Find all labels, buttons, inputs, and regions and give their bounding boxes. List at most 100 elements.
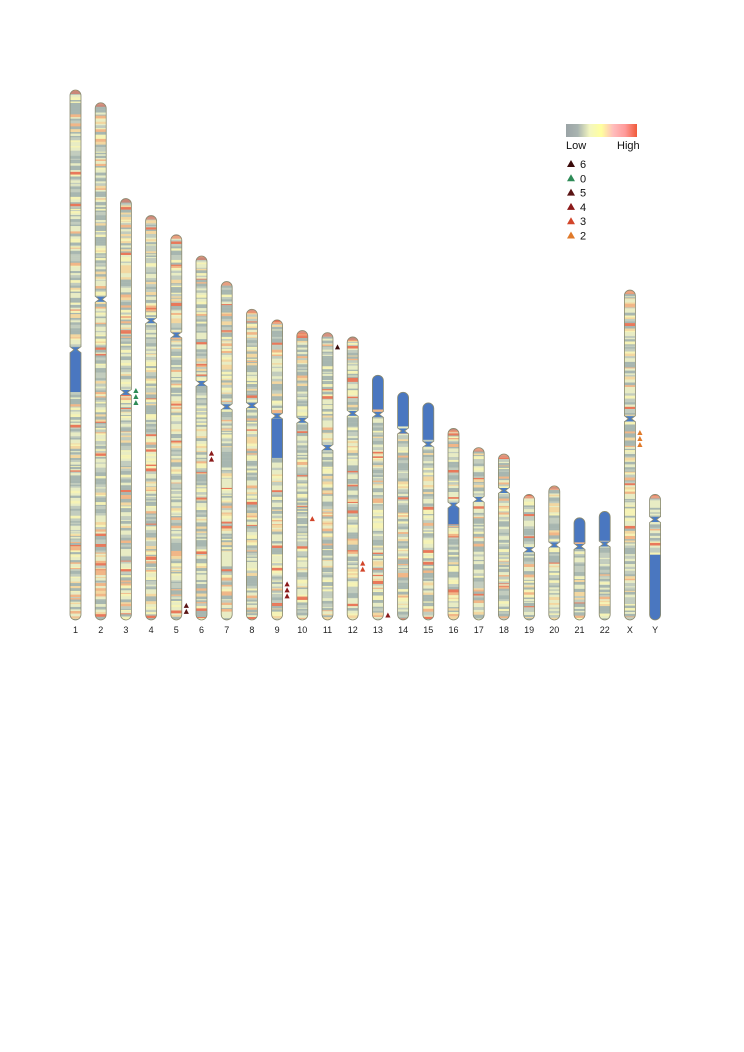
density-band — [70, 293, 81, 297]
density-band — [372, 547, 384, 551]
density-band — [221, 602, 233, 606]
density-band — [422, 579, 434, 582]
density-band — [145, 412, 157, 415]
density-band — [624, 431, 636, 434]
density-band — [196, 429, 207, 432]
density-band — [498, 457, 510, 460]
density-band — [221, 427, 233, 429]
chromosome-label: 7 — [224, 625, 229, 635]
density-band — [170, 439, 182, 441]
density-band — [95, 513, 107, 516]
density-band — [397, 510, 409, 513]
density-band — [145, 417, 157, 419]
density-band — [347, 527, 359, 531]
density-band — [95, 427, 107, 430]
density-band — [473, 459, 485, 462]
density-band — [120, 270, 132, 273]
centromere — [170, 332, 182, 338]
density-band — [624, 499, 636, 502]
density-band — [548, 600, 560, 604]
density-band — [120, 485, 132, 488]
density-band — [170, 502, 182, 504]
density-band — [170, 345, 182, 347]
density-band — [120, 560, 132, 562]
density-band — [120, 516, 132, 518]
density-band — [397, 471, 409, 474]
density-band — [170, 556, 182, 560]
chromosome-outline — [120, 198, 132, 621]
chromosome-bands — [624, 290, 636, 621]
density-band — [170, 512, 182, 514]
density-band — [145, 405, 157, 409]
density-band — [70, 591, 81, 595]
density-band — [120, 482, 132, 486]
density-band — [372, 447, 384, 449]
density-band — [120, 255, 132, 258]
density-band — [70, 536, 81, 538]
density-band — [347, 608, 359, 611]
density-band — [347, 370, 359, 374]
density-band — [170, 458, 182, 460]
density-band — [95, 558, 107, 561]
density-band — [95, 325, 107, 328]
density-band — [473, 605, 485, 608]
density-band — [70, 334, 81, 337]
density-band — [120, 580, 132, 583]
density-band — [322, 387, 333, 390]
density-band — [221, 421, 233, 423]
density-band — [70, 275, 81, 278]
density-band — [70, 493, 81, 496]
density-band — [196, 596, 207, 600]
chromosome-10: 10 — [296, 330, 309, 635]
density-band — [246, 409, 258, 413]
density-band — [120, 466, 132, 468]
density-band — [372, 612, 384, 616]
density-band — [70, 107, 81, 109]
density-band — [296, 510, 308, 513]
density-band — [70, 262, 81, 266]
density-band — [95, 363, 107, 366]
density-band — [170, 538, 182, 541]
density-band — [196, 275, 207, 278]
density-band — [70, 563, 81, 566]
density-band — [523, 509, 535, 513]
density-band — [473, 453, 485, 456]
density-band — [397, 486, 409, 489]
density-band — [422, 561, 434, 565]
density-band — [196, 448, 207, 452]
density-band — [473, 463, 485, 467]
density-band — [95, 445, 107, 449]
density-band — [145, 573, 157, 576]
density-band — [221, 515, 233, 519]
density-band — [145, 458, 157, 462]
density-band — [70, 309, 81, 311]
density-band — [246, 477, 258, 480]
density-band — [624, 607, 636, 609]
density-band — [170, 469, 182, 472]
density-band — [548, 561, 560, 563]
density-band — [296, 511, 308, 515]
density-band — [95, 568, 107, 570]
density-band — [347, 603, 359, 607]
density-band — [448, 539, 459, 542]
density-band — [170, 368, 182, 371]
density-band — [624, 303, 636, 307]
density-band — [70, 570, 81, 574]
density-band — [397, 614, 409, 617]
density-band — [221, 535, 233, 537]
density-band — [145, 340, 157, 344]
density-band — [221, 312, 233, 314]
density-band — [221, 600, 233, 603]
density-band — [473, 550, 485, 552]
density-band — [347, 386, 359, 389]
density-band — [322, 357, 333, 361]
density-band — [95, 519, 107, 523]
density-band — [372, 539, 384, 543]
chromosome-6: 6 — [195, 255, 208, 635]
density-band — [145, 550, 157, 553]
density-band — [649, 541, 661, 544]
density-band — [120, 219, 132, 222]
density-band — [624, 543, 636, 546]
density-band — [95, 549, 107, 551]
density-band — [145, 309, 157, 312]
